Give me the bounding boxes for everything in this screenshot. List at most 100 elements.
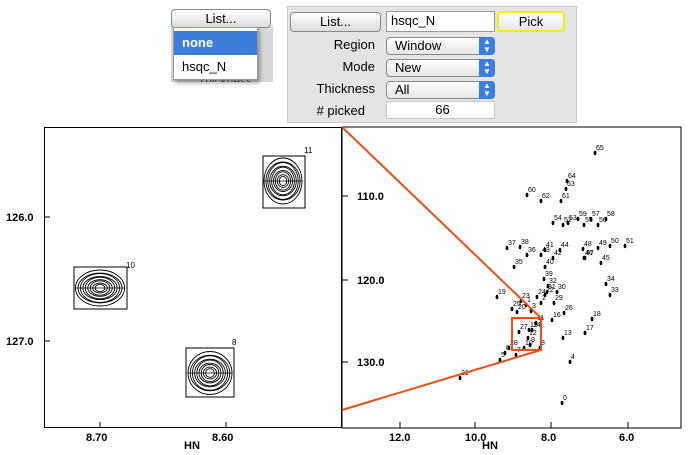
spectrum-peak[interactable]: 0: [560, 395, 567, 406]
spectrum-peak[interactable]: 48: [581, 241, 592, 252]
spectrum-peak-label: 47: [586, 250, 594, 257]
spectrum-peak[interactable]: 41: [543, 242, 554, 253]
spectrum-peak[interactable]: 17: [583, 325, 594, 336]
spectrum-peak[interactable]: 20: [515, 304, 526, 315]
spectrum-peak[interactable]: 27: [517, 324, 528, 335]
spectrum-peak[interactable]: 56: [596, 217, 607, 228]
mode-label: Mode: [342, 59, 375, 74]
region-select[interactable]: Window ▲ ▼: [386, 37, 495, 55]
contour-peak[interactable]: 11: [262, 146, 313, 209]
spectrum-peak-label: 32: [549, 278, 557, 285]
spectrum-peak[interactable]: 30: [555, 284, 566, 295]
spectrum-peak[interactable]: 13: [561, 330, 572, 341]
spectrum-peak[interactable]: 52: [561, 217, 572, 228]
zoom-ytick-126: 126.0: [6, 212, 34, 224]
region-label: Region: [333, 37, 375, 52]
spectrum-peak[interactable]: 25: [510, 301, 521, 312]
spectrum-peak-label: 59: [579, 211, 587, 218]
full-ytick-110: 110.0: [357, 191, 384, 203]
list-button[interactable]: List...: [290, 12, 381, 32]
pick-button[interactable]: Pick: [497, 11, 565, 32]
spectrum-peak[interactable]: 37: [505, 240, 516, 251]
spectrum-peak[interactable]: 44: [558, 242, 569, 253]
list-name-field[interactable]: hsqc_N: [386, 11, 495, 32]
full-plot-frame[interactable]: [341, 126, 682, 429]
spectrum-peak[interactable]: 39: [542, 271, 553, 282]
spectrum-peak[interactable]: 18: [590, 311, 601, 322]
spectrum-peak-label: 31: [548, 284, 556, 291]
spectrum-peak[interactable]: 5: [498, 352, 505, 363]
menu-item-hsqc-n[interactable]: hsqc_N: [182, 59, 227, 74]
spectrum-peak[interactable]: 12: [526, 330, 537, 341]
spectrum-peak[interactable]: 36: [525, 247, 536, 258]
spectrum-peak[interactable]: 31: [545, 284, 556, 295]
spectrum-peak[interactable]: 61: [559, 193, 570, 204]
spectrum-peak[interactable]: 33: [608, 287, 619, 298]
spectrum-peak[interactable]: 29: [552, 295, 563, 306]
spectrum-peak[interactable]: 22: [543, 287, 554, 298]
spectrum-peak[interactable]: 40: [543, 259, 554, 270]
spectrum-peak-label: 17: [586, 325, 594, 332]
spectrum-peak[interactable]: 26: [562, 305, 573, 316]
spectrum-peak[interactable]: 51: [623, 238, 634, 249]
spectrum-peak[interactable]: 47: [583, 250, 594, 261]
spectrum-peak[interactable]: 59: [576, 211, 587, 222]
contour-peak[interactable]: 8: [185, 338, 237, 398]
spectrum-peak-label: 26: [565, 305, 573, 312]
thickness-select[interactable]: All ▲ ▼: [386, 81, 495, 99]
full-xtick-8: 8.0: [541, 432, 556, 444]
zoom-region-box: [511, 317, 542, 351]
spectrum-peak-label: 52: [564, 217, 572, 224]
spectrum-peak[interactable]: 62: [539, 193, 550, 204]
spectrum-peak[interactable]: 34: [604, 276, 615, 287]
spectrum-peak[interactable]: 16: [550, 312, 561, 323]
spectrum-peak[interactable]: 38: [518, 239, 529, 250]
contour-peak[interactable]: 10: [73, 261, 135, 310]
spectrum-peak[interactable]: 54: [551, 215, 562, 226]
spectrum-peak[interactable]: 57: [589, 211, 600, 222]
spectrum-peak[interactable]: 32: [546, 278, 557, 289]
spectrum-peak-label: 61: [562, 193, 570, 200]
zoom-xtick-870: 8.70: [86, 432, 107, 444]
spectrum-peak[interactable]: 58: [604, 211, 615, 222]
spectrum-peak[interactable]: 24: [535, 289, 546, 300]
spectrum-peak-label: 37: [508, 240, 516, 247]
spectrum-peak[interactable]: 55: [582, 217, 593, 228]
spectrum-peak[interactable]: 53: [566, 215, 577, 226]
full-xtick-10: 10.0: [465, 432, 486, 444]
spectrum-peak-label: 0: [563, 395, 567, 402]
contour-peak-label: 10: [126, 261, 135, 270]
spectrum-peak[interactable]: 19: [495, 289, 506, 300]
spectrum-peak-label: 12: [529, 330, 537, 337]
spectrum-peak-label: 57: [592, 211, 600, 218]
region-value: Window: [395, 38, 442, 53]
spectrum-peak[interactable]: 35: [512, 259, 523, 270]
spectrum-peak[interactable]: 10: [522, 340, 533, 351]
spectrum-peak[interactable]: 28: [507, 340, 518, 351]
spectrum-peak[interactable]: 63: [564, 181, 575, 192]
zoom-connector-top: [341, 126, 542, 319]
spectrum-peak[interactable]: 49: [596, 240, 607, 251]
spectrum-peak[interactable]: 14: [530, 322, 541, 333]
spectrum-peak[interactable]: 4: [568, 354, 575, 365]
full-spectrum-peaks: 6560626164635957585655535452373836434144…: [458, 145, 634, 406]
spectrum-peak-label: 42: [554, 250, 562, 257]
spectrum-peak[interactable]: 65: [593, 145, 604, 156]
spectrum-peak[interactable]: 9: [528, 337, 535, 348]
spectrum-peak-label: 45: [602, 255, 610, 262]
mode-select[interactable]: New ▲ ▼: [386, 59, 495, 77]
menu-item-none[interactable]: none: [174, 31, 257, 55]
zoom-x-axis-label: HN: [184, 440, 200, 452]
spectrum-peak-label: 33: [611, 287, 619, 294]
thickness-value: All: [395, 82, 410, 97]
spectrum-peak[interactable]: 64: [565, 173, 576, 184]
spectrum-peak-label: 62: [542, 193, 550, 200]
spectrum-peak[interactable]: 60: [525, 187, 536, 198]
spectrum-peak[interactable]: 42: [551, 250, 562, 261]
spectrum-peak[interactable]: 15: [527, 322, 538, 333]
spectrum-peak-label: 46: [585, 250, 593, 257]
spectrum-peak[interactable]: 50: [608, 238, 619, 249]
spectrum-peak[interactable]: 2: [539, 295, 546, 306]
spectrum-peak[interactable]: 45: [599, 255, 610, 266]
